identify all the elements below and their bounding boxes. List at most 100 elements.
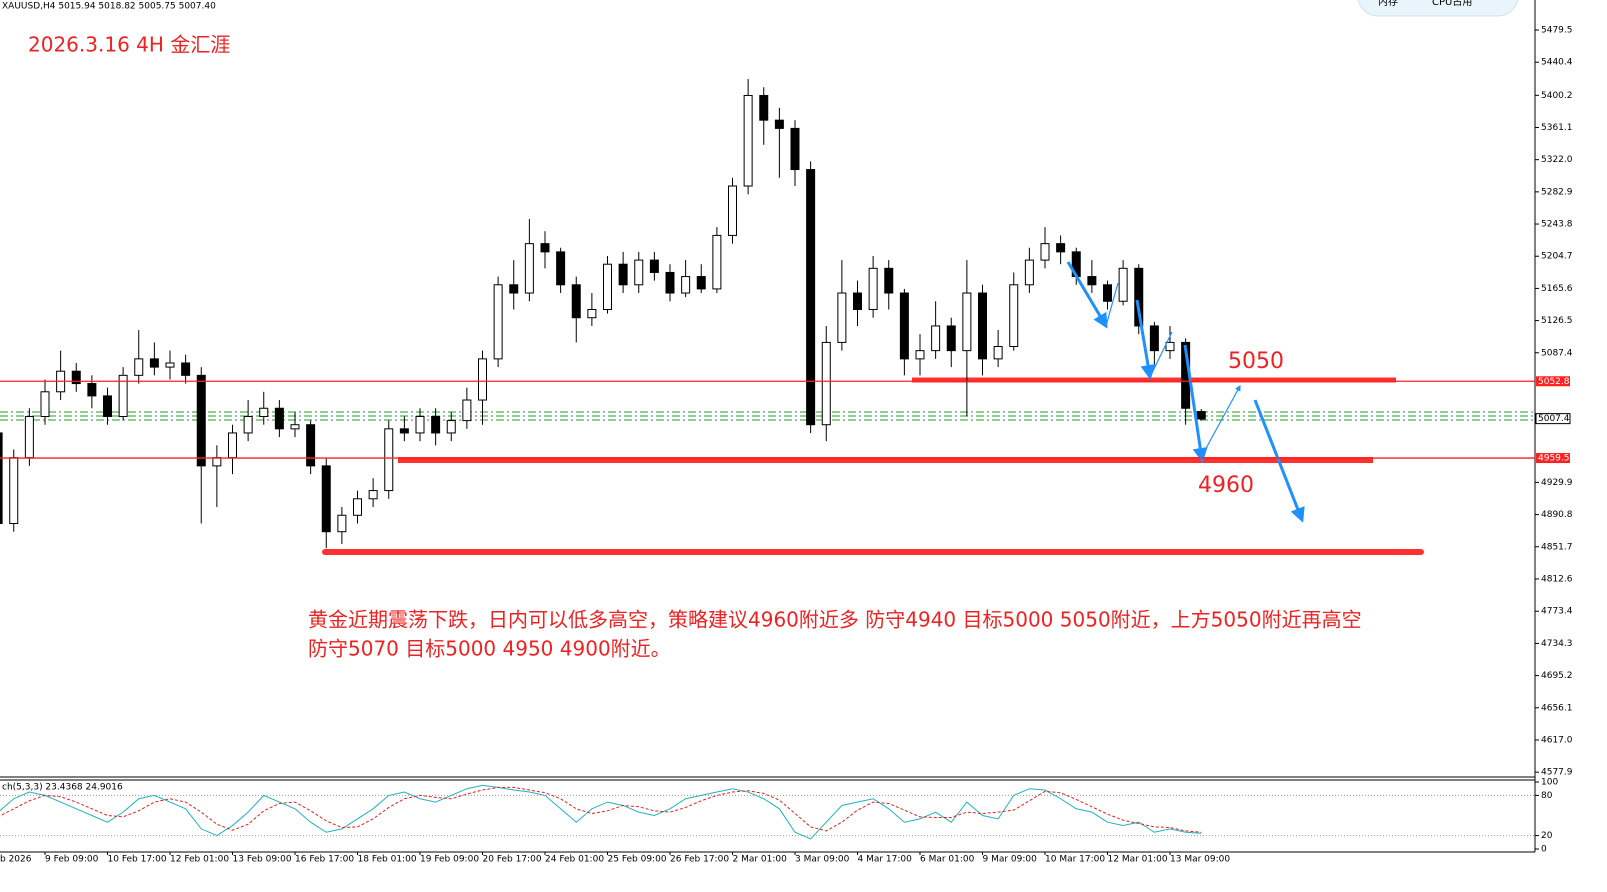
price-tag-label: 4959.5 bbox=[1538, 454, 1570, 464]
y-tick-label: 5243.8 bbox=[1541, 220, 1573, 230]
analysis-text: 防守5070 目标5000 4950 4900附近。 bbox=[308, 637, 671, 661]
y-tick-label: 4695.2 bbox=[1541, 671, 1573, 681]
candle-body bbox=[71, 370, 81, 385]
arrow bbox=[1135, 299, 1156, 380]
candle-body bbox=[524, 243, 534, 294]
price-tag bbox=[1536, 376, 1570, 387]
candle-body bbox=[1165, 341, 1175, 352]
candle-body bbox=[353, 498, 362, 516]
candle-body bbox=[290, 424, 300, 430]
x-tick-label: 26 Feb 17:00 bbox=[670, 855, 729, 865]
candle-body bbox=[868, 267, 878, 310]
candle-body bbox=[806, 169, 816, 426]
candle-body bbox=[149, 358, 159, 368]
candle-body bbox=[931, 325, 941, 352]
candle-body bbox=[274, 407, 284, 430]
candle-body bbox=[1118, 267, 1128, 302]
candle-body bbox=[1149, 325, 1159, 352]
y-tick-label: 4656.1 bbox=[1541, 703, 1573, 713]
x-tick-label: 19 Feb 09:00 bbox=[420, 855, 479, 865]
level-note: 5050 bbox=[1228, 349, 1284, 374]
candle-body bbox=[384, 428, 394, 492]
candle-body bbox=[9, 457, 19, 524]
candle-body bbox=[165, 362, 175, 368]
x-tick-label: 9 Feb 09:00 bbox=[45, 855, 99, 865]
widget-bg[interactable] bbox=[1357, 0, 1519, 17]
y-tick-label: 5361.1 bbox=[1541, 123, 1573, 133]
y-tick-label: 5282.9 bbox=[1541, 187, 1573, 197]
candle-body bbox=[618, 263, 628, 286]
candle-body bbox=[431, 415, 441, 434]
candle-body bbox=[587, 308, 597, 319]
y-tick-label: 4734.3 bbox=[1541, 639, 1573, 649]
x-tick-label: 18 Feb 01:00 bbox=[358, 855, 417, 865]
candle-body bbox=[743, 94, 753, 187]
candle-body bbox=[1196, 411, 1206, 420]
candle-body bbox=[1134, 267, 1144, 327]
candle-body bbox=[1087, 276, 1097, 286]
y-tick-label: 4773.4 bbox=[1541, 607, 1573, 617]
candle-body bbox=[993, 346, 1003, 360]
x-tick-label: 6 Mar 01:00 bbox=[920, 855, 975, 865]
arrow bbox=[1066, 261, 1108, 329]
candle-body bbox=[571, 284, 581, 319]
arrow bbox=[1253, 399, 1305, 523]
level-note: 4960 bbox=[1198, 473, 1254, 498]
y-tick-label: 4890.8 bbox=[1541, 510, 1573, 520]
candle-body bbox=[228, 432, 237, 459]
candle-body bbox=[415, 415, 425, 434]
x-tick-label: 9 Mar 09:00 bbox=[983, 855, 1038, 865]
x-tick-label: 16 Feb 17:00 bbox=[295, 855, 354, 865]
indicator-label: ch(5,3,3) 23.4368 24.9016 bbox=[2, 783, 123, 793]
x-tick-label: 12 Mar 01:00 bbox=[1108, 855, 1168, 865]
candle-body bbox=[899, 292, 909, 360]
candle-body bbox=[1040, 243, 1050, 261]
candle-body bbox=[1103, 284, 1112, 302]
y-tick-label: 5165.6 bbox=[1541, 284, 1573, 294]
current-price-label: 5007.4 bbox=[1538, 414, 1570, 424]
candle-body bbox=[821, 341, 831, 426]
candle-body bbox=[556, 251, 566, 286]
x-tick-label: 10 Feb 17:00 bbox=[108, 855, 167, 865]
candle-body bbox=[24, 415, 34, 459]
candle-body bbox=[1009, 284, 1019, 348]
candle-body bbox=[540, 243, 550, 253]
candle-body bbox=[1024, 259, 1034, 286]
candle-body bbox=[446, 420, 456, 434]
candle-body bbox=[134, 358, 144, 376]
y-tick-label: 5087.4 bbox=[1541, 348, 1573, 358]
x-tick-label: b 2026 bbox=[0, 855, 32, 865]
symbol-header: XAUUSD,H4 5015.94 5018.82 5005.75 5007.4… bbox=[2, 2, 216, 12]
arrow bbox=[1149, 331, 1173, 378]
candle-body bbox=[259, 407, 269, 417]
widget-label: 内存 bbox=[1378, 0, 1398, 8]
candle-body bbox=[649, 259, 659, 273]
x-tick-label: 20 Feb 17:00 bbox=[483, 855, 542, 865]
candle-body bbox=[40, 391, 50, 417]
candle-body bbox=[634, 259, 644, 286]
candle-body bbox=[946, 325, 956, 352]
current-price-tag bbox=[1535, 413, 1571, 425]
candle-body bbox=[118, 374, 128, 417]
candle-body bbox=[243, 415, 253, 434]
price-tag-label: 5052.8 bbox=[1538, 377, 1570, 387]
arrow bbox=[1183, 344, 1208, 463]
resource-widget[interactable]: 内存 CPU占用 bbox=[1357, 0, 1519, 17]
candle-body bbox=[696, 276, 706, 290]
y-tick-label: 4851.7 bbox=[1541, 542, 1573, 552]
candle-body bbox=[712, 234, 722, 290]
x-tick-label: 2 Mar 01:00 bbox=[733, 855, 788, 865]
candle-body bbox=[181, 362, 191, 376]
candle-body bbox=[462, 399, 472, 422]
candle-body bbox=[790, 127, 800, 171]
y-tick-label: 0 bbox=[1541, 845, 1547, 855]
arrow bbox=[1203, 384, 1241, 453]
candle-body bbox=[774, 119, 784, 129]
candle-body bbox=[509, 284, 519, 294]
price-tag bbox=[1536, 453, 1570, 464]
y-tick-label: 4577.9 bbox=[1541, 768, 1573, 778]
x-tick-label: 13 Feb 09:00 bbox=[233, 855, 292, 865]
